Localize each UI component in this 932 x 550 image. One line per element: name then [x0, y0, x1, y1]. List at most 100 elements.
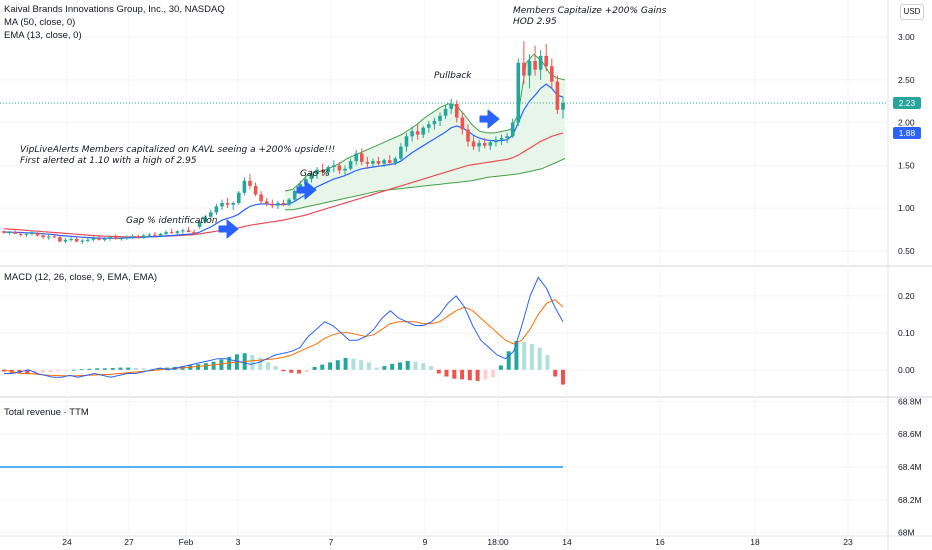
candle-body — [494, 139, 498, 143]
macd-histogram-bar — [522, 341, 527, 370]
ma-line — [3, 132, 564, 238]
gap-pct-annotation: Gap % — [300, 169, 330, 179]
signal-line — [3, 299, 564, 377]
hod-annotation: HOD 2.95 — [513, 17, 557, 27]
candle-body — [382, 160, 386, 164]
macd-legend[interactable]: MACD (12, 26, close, 9, EMA, EMA) — [4, 272, 158, 283]
candle-body — [125, 237, 129, 239]
candle-body — [108, 237, 112, 239]
candle-body — [141, 235, 146, 239]
pullback-annotation: Pullback — [434, 71, 472, 81]
macd-histogram-bar — [366, 362, 371, 370]
candle-body — [253, 185, 258, 195]
macd-histogram-bar — [467, 369, 472, 381]
candle-body — [482, 143, 487, 146]
candle-body — [119, 238, 124, 240]
time-tick-label: 18 — [750, 537, 760, 547]
last-price-tag: 2.23 — [893, 96, 921, 109]
candle-body — [158, 233, 163, 236]
macd-series — [2, 276, 565, 385]
candle-body — [80, 240, 85, 242]
candle-body — [376, 161, 381, 164]
candle-body — [225, 203, 230, 205]
candle-series — [2, 41, 565, 245]
macd-histogram-bar — [320, 364, 325, 370]
candle-body — [343, 168, 347, 171]
candle-body — [209, 212, 213, 217]
candle-body — [354, 153, 358, 162]
candle-body — [259, 194, 263, 202]
macd-histogram-bar — [312, 366, 317, 370]
macd-histogram-bar — [398, 362, 402, 370]
candle-body — [499, 138, 504, 140]
candle-body — [516, 62, 521, 123]
candle-body — [438, 115, 442, 121]
macd-histogram-bar — [429, 366, 433, 370]
candle-body — [449, 103, 453, 109]
candle-body — [192, 232, 196, 234]
ma-legend[interactable]: MA (50, close, 0) — [4, 17, 76, 28]
macd-histogram-bar — [289, 369, 294, 373]
revenue-tick-label: 68.8M — [898, 396, 922, 406]
members-capitalize-annotation: Members Capitalize +200% Gains — [513, 6, 667, 16]
candle-body — [46, 236, 51, 238]
revenue-legend[interactable]: Total revenue · TTM — [4, 407, 89, 418]
candle-body — [58, 237, 62, 242]
macd-histogram-bar — [2, 369, 6, 372]
ema-legend[interactable]: EMA (13, close, 0) — [4, 30, 82, 41]
candle-body — [460, 117, 465, 130]
macd-histogram-bar — [405, 360, 410, 370]
candle-body — [466, 129, 470, 142]
candle-body — [169, 232, 174, 234]
macd-histogram-bar — [498, 365, 503, 370]
annotation-arrows — [218, 109, 500, 239]
candle-body — [30, 232, 34, 234]
macd-histogram-bar — [475, 369, 480, 381]
arrow-icon — [296, 180, 317, 200]
candle-body — [550, 66, 554, 82]
price-tick-label: 3.00 — [898, 32, 915, 42]
candle-body — [538, 55, 543, 70]
candle-body — [455, 103, 459, 118]
arrow-icon — [218, 219, 239, 239]
macd-histogram-bar — [118, 367, 123, 370]
currency-button[interactable]: USD — [900, 4, 924, 20]
candle-body — [421, 127, 425, 135]
candle-body — [427, 124, 431, 128]
candle-body — [242, 180, 247, 193]
candle-body — [237, 192, 241, 203]
candle-body — [86, 239, 90, 241]
macd-histogram-bar — [343, 358, 348, 370]
candle-body — [320, 169, 325, 173]
candle-body — [69, 238, 73, 240]
candle-body — [186, 230, 191, 233]
candle-body — [13, 232, 17, 234]
macd-histogram-bar — [553, 369, 558, 377]
candle-body — [561, 103, 565, 110]
candle-body — [19, 233, 23, 235]
time-tick-label: 27 — [124, 537, 134, 547]
candle-body — [102, 238, 107, 240]
macd-histogram-bar — [25, 369, 30, 375]
candle-body — [231, 203, 235, 205]
macd-histogram-bar — [110, 368, 115, 370]
macd-histogram-bar — [460, 369, 465, 380]
macd-histogram-bar — [134, 368, 138, 370]
candle-body — [332, 165, 336, 168]
candle-body — [220, 203, 224, 207]
candle-body — [2, 231, 6, 233]
candle-body — [522, 62, 526, 76]
candle-body — [544, 55, 548, 67]
macd-histogram-bar — [537, 347, 542, 370]
macd-histogram-bar — [328, 362, 333, 370]
candle-body — [371, 161, 375, 164]
candle-body — [7, 232, 12, 234]
macd-histogram-bar — [48, 369, 53, 372]
candle-body — [443, 108, 448, 116]
candle-body — [181, 230, 185, 232]
macd-histogram-bar — [514, 341, 519, 370]
macd-tick-label: 0.20 — [898, 291, 915, 301]
macd-histogram-bar — [126, 367, 131, 370]
candle-body — [281, 203, 286, 205]
gap-identification-annotation: Gap % identification — [126, 216, 218, 226]
